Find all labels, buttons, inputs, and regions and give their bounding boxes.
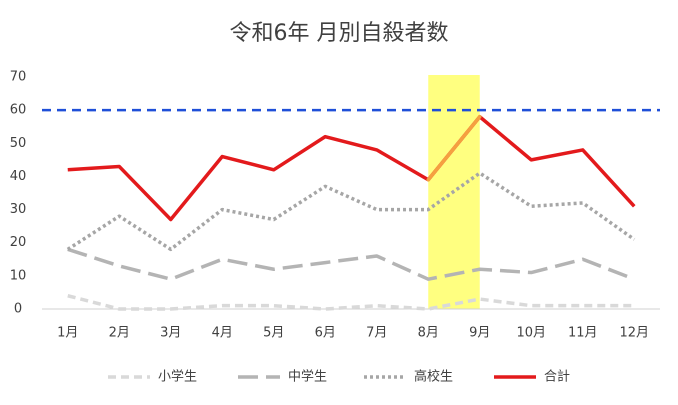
y-tick-label: 70 xyxy=(10,70,27,85)
y-tick-label: 60 xyxy=(10,103,27,118)
x-tick-label: 2月 xyxy=(109,326,130,341)
series-line xyxy=(66,171,636,252)
legend-label: 中学生 xyxy=(288,369,327,385)
x-tick-label: 7月 xyxy=(366,326,387,341)
y-tick-label: 30 xyxy=(10,202,27,217)
y-tick-label: 20 xyxy=(10,235,27,250)
y-tick-label: 10 xyxy=(10,268,27,283)
legend-label: 高校生 xyxy=(414,369,453,385)
legend-label: 合計 xyxy=(544,369,570,385)
x-tick-label: 12月 xyxy=(619,326,649,341)
legend-label: 小学生 xyxy=(158,369,197,385)
x-tick-label: 3月 xyxy=(160,326,181,341)
series-line xyxy=(67,115,636,222)
y-tick-label: 50 xyxy=(10,136,27,151)
x-tick-label: 8月 xyxy=(418,326,439,341)
y-tick-label: 40 xyxy=(10,169,27,184)
x-tick-label: 1月 xyxy=(57,326,78,341)
chart-title: 令和6年 月別自殺者数 xyxy=(230,21,449,46)
x-tick-label: 9月 xyxy=(469,326,490,341)
x-tick-label: 5月 xyxy=(263,326,284,341)
series-line xyxy=(67,247,635,281)
x-tick-label: 4月 xyxy=(212,326,233,341)
y-tick-label: 0 xyxy=(14,302,22,317)
x-tick-label: 10月 xyxy=(516,326,546,341)
x-tick-label: 11月 xyxy=(568,326,598,341)
x-tick-label: 6月 xyxy=(315,326,336,341)
series-line xyxy=(67,294,635,311)
highlight-segment xyxy=(426,115,482,182)
